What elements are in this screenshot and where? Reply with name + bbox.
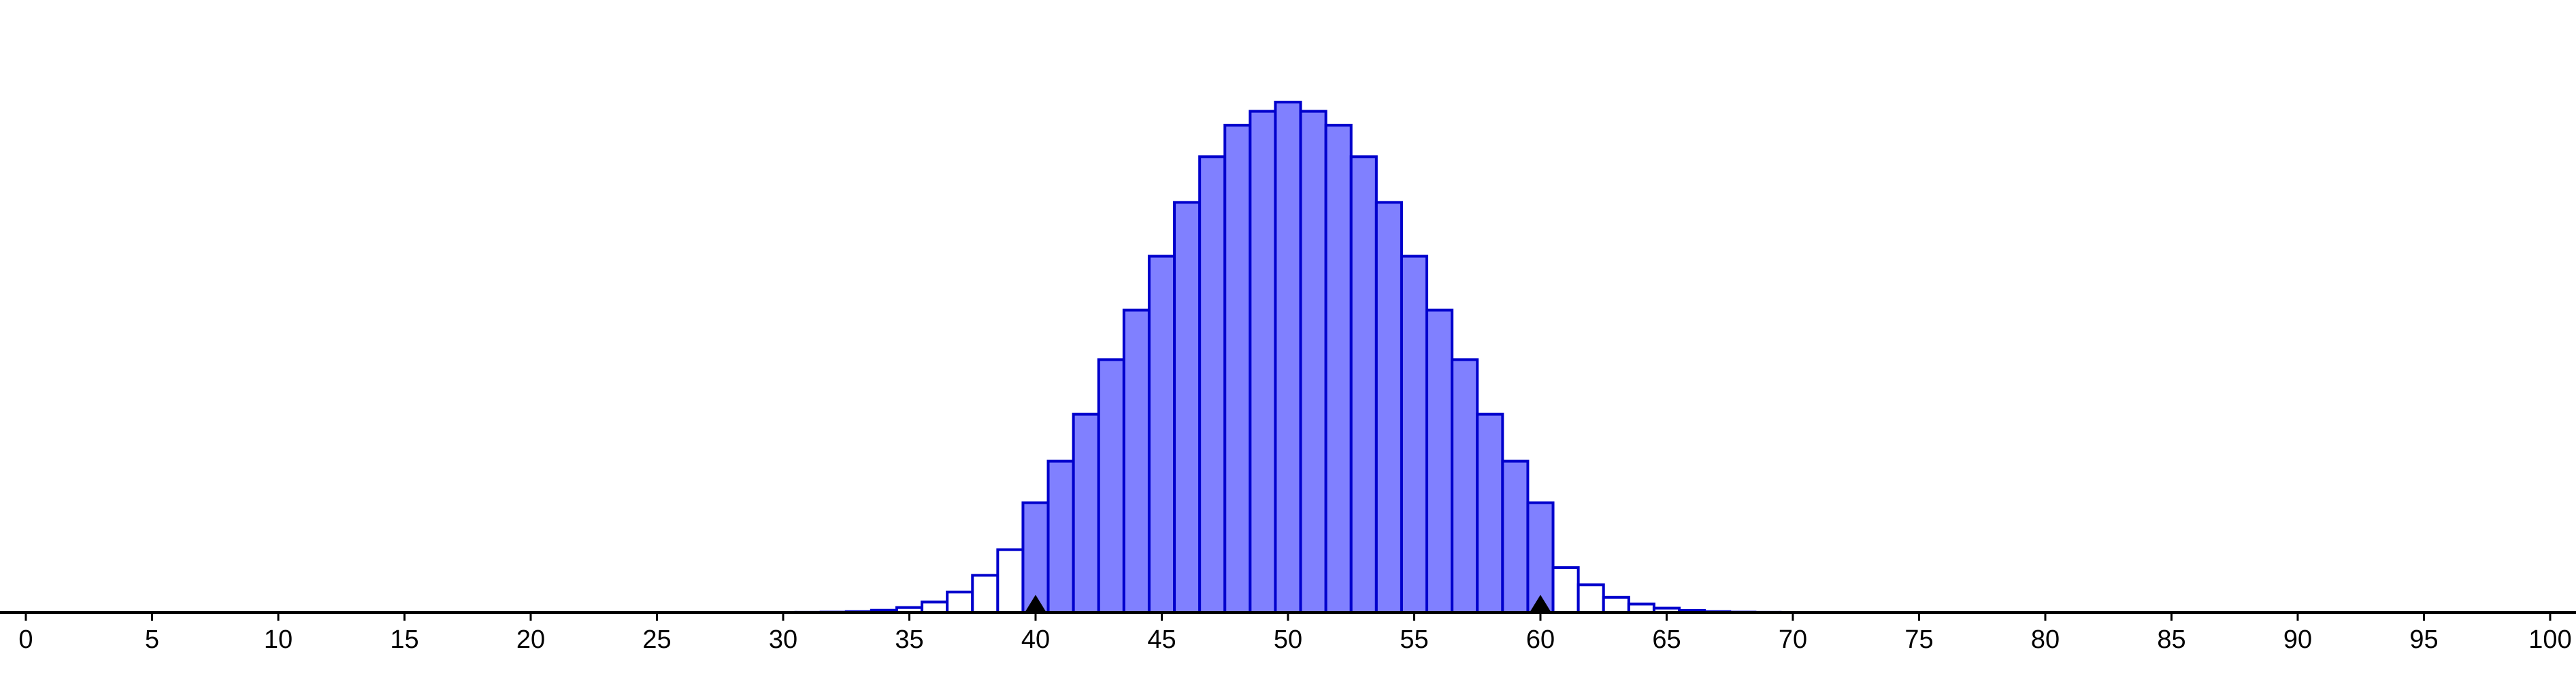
- histogram-bar-54: [1374, 201, 1403, 614]
- x-tick-label-80: 80: [2031, 625, 2060, 654]
- x-ticks-group: 0 5 10 15 20 25 30 35 40 45 50 55 60 65 70 75 80 85 90 95 10…: [18, 612, 2572, 654]
- histogram-bar-48: [1223, 123, 1252, 615]
- markers-group: [1025, 595, 1551, 612]
- histogram-bar-50: [1274, 101, 1302, 614]
- histogram-bar-59: [1501, 459, 1530, 615]
- histogram-bar-39: [996, 548, 1025, 614]
- x-tick-label-45: 45: [1147, 625, 1176, 654]
- x-tick-label-0: 0: [18, 625, 33, 654]
- histogram-bar-56: [1425, 308, 1454, 614]
- histogram-bar-44: [1122, 308, 1151, 614]
- x-tick-label-30: 30: [769, 625, 797, 654]
- x-tick-label-60: 60: [1526, 625, 1555, 654]
- x-tick-label-40: 40: [1021, 625, 1050, 654]
- x-tick-label-5: 5: [145, 625, 159, 654]
- histogram-bar-52: [1324, 123, 1353, 615]
- histogram-bar-57: [1451, 358, 1479, 614]
- histogram-bar-55: [1400, 255, 1429, 614]
- x-tick-label-55: 55: [1400, 625, 1428, 654]
- histogram-bar-38: [971, 574, 1000, 614]
- x-tick-label-100: 100: [2528, 625, 2571, 654]
- x-tick-label-25: 25: [642, 625, 671, 654]
- histogram-bar-62: [1576, 583, 1605, 614]
- histogram-bar-63: [1602, 595, 1630, 615]
- histogram-bar-49: [1249, 110, 1277, 614]
- range-marker-60: [1530, 595, 1551, 612]
- histogram-bar-53: [1349, 155, 1378, 614]
- histogram-bar-46: [1173, 201, 1202, 614]
- x-tick-label-50: 50: [1274, 625, 1302, 654]
- x-tick-label-90: 90: [2283, 625, 2312, 654]
- histogram-bar-41: [1046, 459, 1075, 615]
- x-tick-label-75: 75: [1904, 625, 1933, 654]
- x-tick-label-65: 65: [1652, 625, 1681, 654]
- histogram-bar-61: [1551, 566, 1580, 614]
- histogram-bar-43: [1097, 358, 1125, 614]
- x-tick-label-15: 15: [390, 625, 418, 654]
- histogram-bar-45: [1147, 255, 1176, 614]
- histogram-bar-60: [1526, 501, 1555, 614]
- x-tick-label-95: 95: [2409, 625, 2438, 654]
- histogram-bar-58: [1476, 412, 1504, 614]
- x-tick-label-70: 70: [1779, 625, 1807, 654]
- x-tick-label-35: 35: [895, 625, 923, 654]
- histogram-bar-37: [946, 590, 974, 614]
- histogram-bar-51: [1299, 110, 1327, 614]
- histogram-bar-42: [1072, 412, 1100, 614]
- histogram-bar-36: [921, 600, 949, 614]
- bars-group: [769, 101, 1807, 615]
- range-marker-40: [1025, 595, 1046, 612]
- x-tick-label-10: 10: [264, 625, 293, 654]
- x-tick-label-20: 20: [516, 625, 545, 654]
- x-tick-label-85: 85: [2157, 625, 2185, 654]
- histogram-bar-47: [1198, 155, 1227, 614]
